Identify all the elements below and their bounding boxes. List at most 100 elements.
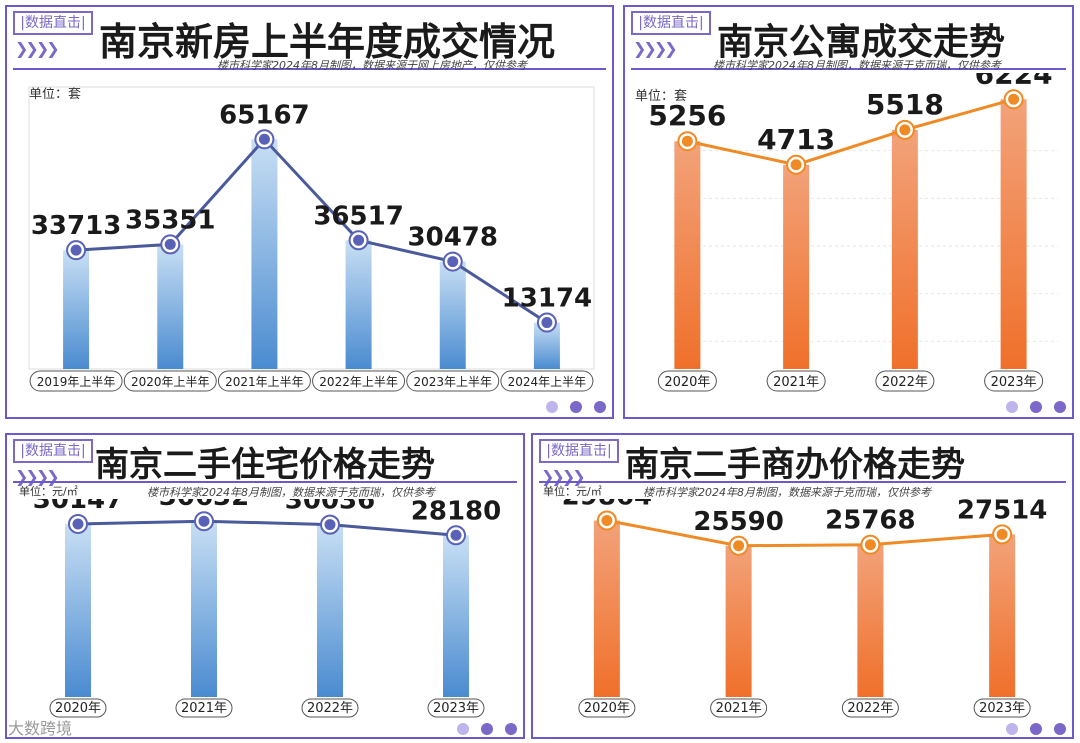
- tick-label: 2021年: [716, 701, 762, 716]
- panel-tag: |数据直击|: [13, 11, 93, 35]
- data-point: [72, 518, 84, 530]
- data-point: [681, 135, 693, 147]
- tick-label-box: [500, 370, 594, 392]
- tick-label: 2021年上半年: [225, 375, 304, 389]
- title-rule: [13, 481, 517, 483]
- tick-label-box: [766, 370, 826, 392]
- source-note: 楼市科学家2024年8月制图，数据来源于克而瑞，仅供参考: [713, 59, 1001, 72]
- chart-resale-homes: 30147 30632 30036 28180 2020年 2021年 2022年 2023年: [33, 499, 501, 718]
- tick-label-box: [217, 370, 311, 392]
- data-point: [353, 234, 365, 246]
- page-dots: [1006, 723, 1066, 735]
- unit-label: 单位：元/㎡: [19, 485, 78, 498]
- page-dots: [546, 401, 606, 413]
- panel-apartments: |数据直击| ❯❯❯❯ 南京公寓成交走势 楼市科学家2024年8月制图，数据来源…: [623, 5, 1074, 419]
- tick-label: 2024年上半年: [508, 375, 587, 389]
- panel-tag: |数据直击|: [13, 439, 93, 463]
- bar: [345, 240, 372, 369]
- tick-label: 2020年: [664, 375, 710, 390]
- bar: [443, 535, 469, 697]
- tick-label-box: [406, 370, 500, 392]
- data-point: [541, 317, 553, 329]
- bar: [989, 534, 1016, 697]
- tick-label: 2022年: [307, 701, 353, 716]
- data-label: 35351: [125, 205, 215, 235]
- tick-label-box: [578, 698, 636, 718]
- data-label: 25768: [825, 506, 915, 536]
- data-label: 5256: [648, 99, 726, 132]
- source-note: 楼市科学家2024年8月制图，数据来源于克而瑞，仅供参考: [643, 486, 931, 499]
- data-point: [899, 124, 911, 136]
- bar: [439, 261, 466, 369]
- chart-apartments: 5256 4713 5518 6224 2020年 2021年 2022年 2023年: [648, 73, 1058, 392]
- panel-resale-commercial: |数据直击| ❯❯❯❯ 南京二手商办价格走势 单位：元/㎡ 楼市科学家2024年…: [531, 433, 1074, 739]
- tick-label: 2022年: [847, 701, 893, 716]
- chevron-icon: ❯❯❯❯: [15, 39, 60, 58]
- data-label: 30632: [159, 499, 249, 512]
- tick-label: 2023年: [991, 375, 1037, 390]
- data-point: [447, 256, 459, 268]
- tick-label-box: [312, 370, 406, 392]
- bar: [857, 544, 884, 697]
- series-line: [687, 97, 1015, 167]
- tick-label: 2022年: [882, 375, 928, 390]
- tick-label-box: [710, 698, 768, 718]
- data-point: [733, 540, 745, 552]
- data-point: [790, 159, 802, 171]
- tick-label: 2023年: [433, 701, 479, 716]
- tick-label-box: [427, 698, 485, 718]
- data-label: 65167: [219, 100, 309, 130]
- panel-tag: |数据直击|: [539, 439, 619, 463]
- unit-label: 单位：套: [635, 89, 688, 104]
- bar: [157, 244, 184, 369]
- page-dots: [457, 723, 517, 735]
- data-point: [70, 244, 82, 256]
- tick-label: 2020年上半年: [131, 375, 210, 389]
- data-label: 30036: [285, 499, 375, 516]
- bar: [593, 520, 620, 697]
- data-point: [198, 515, 210, 527]
- bar: [674, 141, 701, 369]
- bar: [63, 250, 90, 369]
- tick-label-box: [841, 698, 899, 718]
- data-label: 36517: [313, 201, 403, 231]
- data-label: 30478: [408, 223, 498, 253]
- bar: [725, 545, 752, 697]
- tick-label-box: [875, 370, 935, 392]
- series-line: [75, 137, 548, 324]
- tick-label-box: [973, 698, 1031, 718]
- bar: [65, 523, 91, 697]
- data-point: [324, 519, 336, 531]
- data-label: 29864: [562, 499, 652, 511]
- title-rule: [13, 68, 606, 70]
- bottom-watermark: 大数跨境: [8, 719, 73, 738]
- data-label: 6224: [975, 73, 1053, 90]
- unit-label: 单位：套: [29, 87, 82, 102]
- data-point: [864, 539, 876, 551]
- tick-label: 2020年: [584, 701, 630, 716]
- panel-title: 南京新房上半年度成交情况: [99, 20, 556, 64]
- panel-title: 南京二手商办价格走势: [625, 445, 965, 485]
- data-point: [258, 133, 270, 145]
- data-label: 27514: [957, 499, 1047, 525]
- panel-title: 南京二手住宅价格走势: [95, 445, 435, 485]
- tick-label-box: [29, 370, 123, 392]
- title-rule: [539, 481, 1066, 483]
- panel-new-homes: |数据直击| ❯❯❯❯ 南京新房上半年度成交情况 楼市科学家2024年8月制图，…: [5, 5, 614, 419]
- data-label: 5518: [866, 88, 944, 121]
- tick-label-box: [657, 370, 717, 392]
- tick-label-box: [49, 698, 107, 718]
- data-label: 30147: [33, 499, 123, 515]
- tick-label: 2023年上半年: [413, 375, 492, 389]
- source-note: 楼市科学家2024年8月制图，数据来源于克而瑞，仅供参考: [147, 486, 435, 499]
- series-line: [77, 519, 457, 537]
- data-label: 25590: [693, 507, 783, 537]
- page-dots: [1006, 401, 1066, 413]
- tick-label: 2020年: [55, 701, 101, 716]
- title-rule: [631, 68, 1066, 70]
- source-note: 楼市科学家2024年8月制图，数据来源于网上房地产，仅供参考: [217, 59, 527, 72]
- data-point: [164, 238, 176, 250]
- bar: [251, 139, 278, 369]
- tick-label-box: [175, 698, 233, 718]
